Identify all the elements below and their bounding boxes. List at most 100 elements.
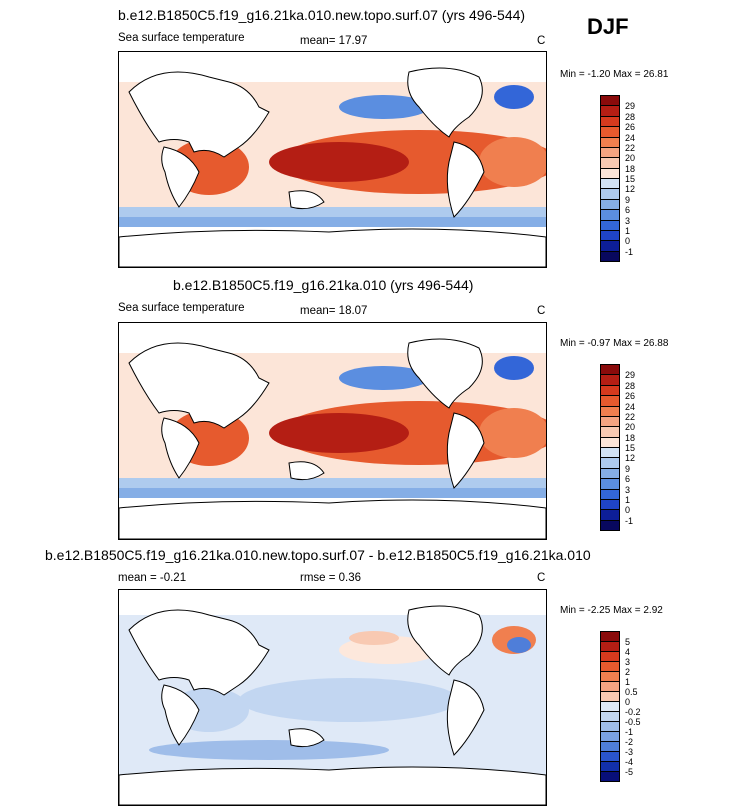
panel3-north-america	[407, 605, 483, 676]
colorbar-label: -3	[625, 747, 634, 757]
colorbar-label: -4	[625, 757, 634, 767]
colorbar-label: 0	[625, 505, 631, 516]
colorbar-swatch	[600, 519, 620, 531]
colorbar-label: 0	[625, 697, 631, 707]
panel2-eurasia	[128, 342, 270, 429]
panel1-south-cold-band	[119, 217, 546, 227]
panel1-title: b.e12.B1850C5.f19_g16.21ka.010.new.topo.…	[118, 7, 526, 23]
colorbar-label: -5	[625, 767, 634, 777]
panel2-antarctica	[119, 499, 546, 539]
panel2-north-pacific-cold	[339, 366, 429, 390]
colorbar-label: 0	[625, 236, 631, 247]
colorbar-label: -1	[625, 515, 634, 526]
panel3-eurasia	[128, 609, 270, 696]
panel1-africa	[161, 146, 200, 208]
colorbar-label: 26	[625, 391, 636, 402]
colorbar-label: 22	[625, 411, 636, 422]
colorbar-label: 9	[625, 463, 631, 474]
colorbar-label: 26	[625, 122, 636, 133]
panel1-north-atlantic-cold	[494, 85, 534, 109]
panel2-subpolar-band	[119, 478, 546, 488]
panel2-minmax: Min = -0.97 Max = 26.88	[560, 338, 669, 349]
panel1-australia	[288, 190, 325, 210]
panel1-warm-pool	[269, 142, 409, 182]
panel3-southern-cool	[149, 740, 389, 760]
colorbar-label: 9	[625, 194, 631, 205]
colorbar-label: 28	[625, 380, 636, 391]
panel1-north-america	[407, 67, 483, 138]
colorbar-label: 29	[625, 101, 636, 112]
panel1-subpolar-band	[119, 207, 546, 217]
colorbar-label: 29	[625, 370, 636, 381]
colorbar-label: 4	[625, 647, 631, 657]
colorbar-label: 20	[625, 153, 636, 164]
panel3-north-pacific-core	[349, 631, 399, 645]
season-label: DJF	[587, 14, 629, 39]
panel2-north-atlantic-cold	[494, 356, 534, 380]
panel3-mean: mean = -0.21	[118, 572, 187, 584]
panel1-antarctica	[119, 228, 546, 267]
colorbar-label: 3	[625, 215, 631, 226]
colorbar-label: 28	[625, 111, 636, 122]
colorbar-label: 2	[625, 667, 631, 677]
panel2-australia	[288, 461, 325, 481]
panel3-tropical-cool	[239, 678, 459, 722]
panel1-minmax: Min = -1.20 Max = 26.81	[560, 69, 669, 80]
panel2-north-america	[407, 338, 483, 409]
colorbar-label: 1	[625, 677, 631, 687]
colorbar-label: 24	[625, 132, 636, 143]
panel1-map	[118, 51, 547, 268]
colorbar-label: 1	[625, 494, 631, 505]
colorbar-label: -0.2	[625, 707, 641, 717]
panel1-left-label: Sea surface temperature	[118, 32, 245, 44]
colorbar-label: 5	[625, 637, 631, 647]
panel3-minmax: Min = -2.25 Max = 2.92	[560, 605, 663, 616]
colorbar-label: 1	[625, 225, 631, 236]
panel3-map	[118, 589, 547, 806]
panel2-atlantic-warm	[479, 408, 546, 458]
panel1-units: C	[537, 35, 546, 47]
panel2-title: b.e12.B1850C5.f19_g16.21ka.010 (yrs 496-…	[173, 277, 474, 293]
panel1-eurasia	[128, 71, 270, 158]
colorbar-label: 20	[625, 422, 636, 433]
colorbar-label: -0.5	[625, 717, 641, 727]
panel1-south-america	[446, 141, 485, 218]
colorbar-label: 15	[625, 174, 636, 184]
panel2-mean: mean= 18.07	[300, 305, 368, 317]
colorbar-label: 3	[625, 484, 631, 495]
panel3-rmse: rmse = 0.36	[300, 572, 362, 584]
panel3-title: b.e12.B1850C5.f19_g16.21ka.010.new.topo.…	[45, 547, 591, 563]
panel2-south-america	[446, 412, 485, 489]
panel2-map	[118, 322, 547, 540]
colorbar-label: 22	[625, 142, 636, 153]
colorbar-label: 6	[625, 205, 631, 216]
colorbar-label: 18	[625, 163, 636, 174]
panel2-left-label: Sea surface temperature	[118, 302, 245, 314]
panel2-africa	[161, 417, 200, 479]
colorbar-label: 6	[625, 474, 631, 485]
panel2-south-cold-band	[119, 488, 546, 498]
panel3-antarctica	[119, 766, 546, 805]
panel1-mean: mean= 17.97	[300, 35, 368, 47]
colorbar-label: -1	[625, 246, 634, 257]
colorbar-label: 18	[625, 432, 636, 443]
colorbar-label: -2	[625, 737, 634, 747]
colorbar-label: 15	[625, 443, 636, 453]
colorbar-swatch	[600, 771, 620, 782]
colorbar-swatch	[600, 250, 620, 262]
panel3-units: C	[537, 572, 546, 584]
panel3-south-america	[446, 679, 485, 756]
panel2-units: C	[537, 305, 546, 317]
colorbar-label: 0.5	[625, 687, 638, 697]
colorbar-label: 3	[625, 657, 631, 667]
panel3-australia	[288, 728, 325, 748]
panel1-north-pacific-cold	[339, 95, 429, 119]
colorbar-label: -1	[625, 727, 634, 737]
panel3-gulfstream-cold	[507, 637, 531, 653]
panel1-atlantic-warm	[479, 137, 546, 187]
colorbar-label: 24	[625, 401, 636, 412]
colorbar-label: 12	[625, 453, 636, 464]
panel2-warm-pool	[269, 413, 409, 453]
panel3-africa	[161, 684, 200, 746]
colorbar-label: 12	[625, 184, 636, 195]
